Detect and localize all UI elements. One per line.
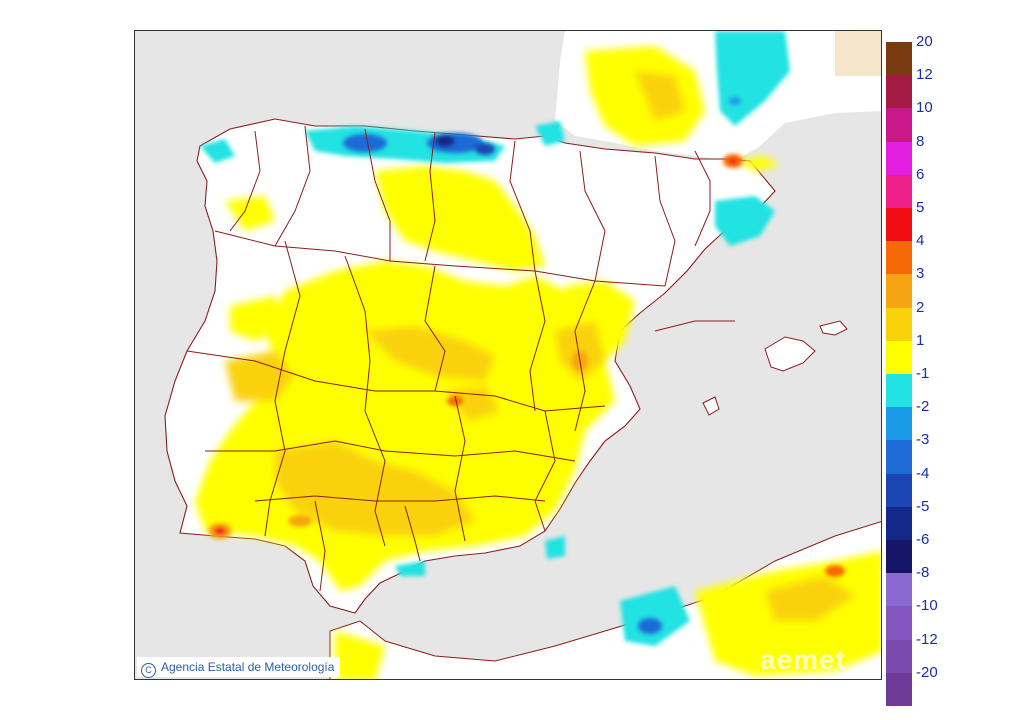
legend-negative-swatch <box>886 440 912 474</box>
legend-positive-label: 10 <box>916 99 933 117</box>
legend-negative-swatch <box>886 407 912 441</box>
color-legend: 20 12 10 8 6 5 4 3 2 1 -1 -2 -3 -4 -5 -6 -8 -10 -12 -20 <box>886 34 946 706</box>
legend-positive-swatch <box>886 75 912 109</box>
legend-negative-label: -1 <box>916 365 930 382</box>
legend-positive-swatch <box>886 274 912 308</box>
legend-negative-label: -5 <box>916 497 930 515</box>
legend-negative-label: -8 <box>916 564 930 582</box>
legend-negative-label: -12 <box>916 630 938 648</box>
legend-positive-label: 8 <box>916 132 925 150</box>
legend-negative-swatch <box>886 606 912 640</box>
legend-positive-label: 20 <box>916 33 933 50</box>
legend-negative-label: -4 <box>916 464 930 482</box>
legend-positive-swatch <box>886 340 912 374</box>
legend-positive-swatch <box>886 241 912 275</box>
aemet-watermark: aemet <box>760 644 846 675</box>
legend-positive-label: 6 <box>916 165 925 183</box>
copyright-icon: C <box>141 663 156 678</box>
legend-negative-swatch <box>886 540 912 574</box>
legend-positive-label: 4 <box>916 232 925 250</box>
legend-negative-swatch <box>886 639 912 673</box>
legend-negative-swatch <box>886 573 912 607</box>
high-anomaly-spots <box>208 154 845 577</box>
legend-negative-label: -6 <box>916 531 930 548</box>
balearic-menorca <box>819 320 848 336</box>
legend-negative-swatch <box>886 374 912 408</box>
legend-negative-swatch <box>886 473 912 507</box>
anomaly-map <box>134 30 882 680</box>
legend-positive-label: 3 <box>916 265 925 283</box>
legend-positive-swatch <box>886 108 912 142</box>
legend-negative-swatch <box>886 506 912 540</box>
balearic-ibiza <box>702 396 720 416</box>
legend-positive-label: 2 <box>916 298 925 316</box>
credit-label: C Agencia Estatal de Meteorología <box>137 657 341 678</box>
province-borders <box>186 125 735 592</box>
legend-positive-swatch <box>886 174 912 208</box>
legend-negative-label: -10 <box>916 597 938 615</box>
legend-positive-label: 1 <box>916 331 925 349</box>
balearic-mallorca <box>764 336 816 372</box>
strong-negative-spots <box>343 97 741 634</box>
legend-negative-swatch <box>886 672 912 706</box>
legend-positive-label: 5 <box>916 199 925 216</box>
legend-positive-swatch <box>886 307 912 341</box>
legend-positive-swatch <box>886 208 912 242</box>
legend-positive-swatch <box>886 141 912 175</box>
legend-positive-label: 12 <box>916 66 933 84</box>
legend-negative-label: -20 <box>916 663 938 681</box>
credit-text: Agencia Estatal de Meteorología <box>161 660 335 674</box>
map-svg <box>164 31 881 679</box>
beige-corner <box>835 31 881 76</box>
legend-positive-swatch <box>886 42 912 76</box>
legend-negative-label: -2 <box>916 398 930 416</box>
legend-negative-label: -3 <box>916 431 930 449</box>
